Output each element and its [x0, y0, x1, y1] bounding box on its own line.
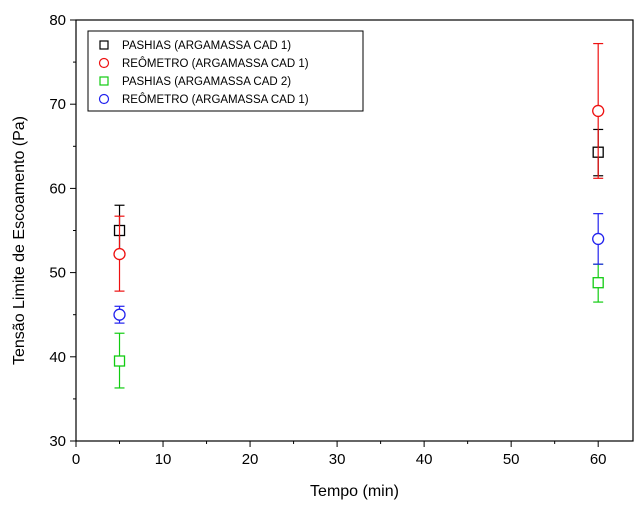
data-points	[113, 42, 605, 389]
series-4	[113, 213, 605, 324]
circle-data-point	[592, 104, 605, 118]
legend-label: REÔMETRO (ARGAMASSA CAD 1)	[122, 57, 309, 70]
legend: PASHIAS (ARGAMASSA CAD 1) REÔMETRO (ARGAM…	[87, 30, 364, 112]
x-tick-label: 0	[72, 451, 80, 468]
series-1	[113, 128, 604, 257]
legend-label: PASHIAS (ARGAMASSA CAD 1)	[122, 40, 291, 52]
square-data-point	[592, 277, 604, 289]
y-axis-title: Tensão Limite de Escoamento (Pa)	[11, 116, 28, 365]
circle-data-point	[113, 247, 126, 261]
x-tick-label: 50	[503, 451, 520, 468]
legend-circle-marker	[98, 93, 110, 105]
y-tick-label: 50	[49, 265, 66, 282]
y-tick-label: 60	[49, 180, 66, 197]
circle-data-point	[592, 232, 605, 246]
legend-circle-marker	[98, 57, 110, 69]
series-2	[113, 42, 605, 292]
legend-square-marker	[99, 76, 109, 86]
y-tick-label: 70	[49, 96, 66, 113]
circle-data-point	[113, 308, 126, 321]
x-tick-label: 30	[329, 451, 346, 468]
y-tick-label: 30	[49, 433, 66, 450]
x-tick-label: 60	[590, 451, 607, 468]
legend-box	[87, 30, 364, 112]
legend-label: PASHIAS (ARGAMASSA CAD 2)	[122, 76, 291, 88]
series-3	[113, 263, 604, 389]
legend-label: REÔMETRO (ARGAMASSA CAD 1)	[122, 93, 309, 106]
square-data-point	[113, 355, 126, 367]
x-axis-title: Tempo (min)	[310, 483, 399, 500]
x-tick-label: 10	[155, 451, 172, 468]
axes: 0 10 20 30 40 50 60 30 40 50 60 70 80	[49, 12, 634, 468]
x-tick-label: 40	[416, 451, 433, 468]
legend-square-marker	[99, 40, 109, 50]
y-tick-label: 80	[49, 12, 66, 29]
x-tick-label: 20	[242, 451, 259, 468]
y-tick-label: 40	[49, 349, 66, 366]
